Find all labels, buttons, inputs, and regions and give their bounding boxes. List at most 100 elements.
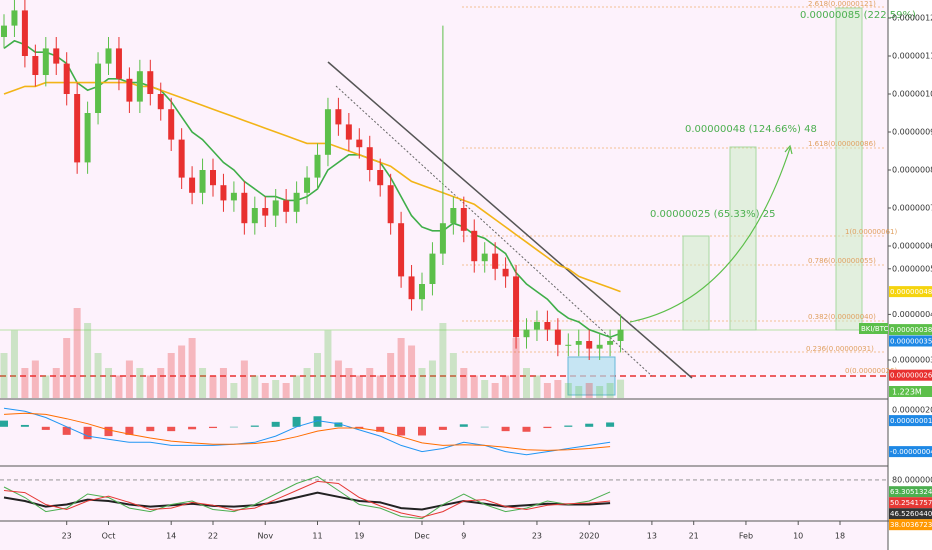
- volume-bar: [84, 323, 92, 398]
- volume-bar: [533, 375, 541, 398]
- x-tick-label: 10: [793, 532, 803, 541]
- candle-body: [345, 124, 352, 140]
- x-tick-label: Oct: [102, 532, 116, 541]
- price-tag: [889, 415, 932, 427]
- volume-bar: [282, 383, 290, 398]
- candle-body: [115, 48, 122, 79]
- fib-label: 0.236(0.00000031): [806, 345, 874, 353]
- candle-body: [398, 223, 405, 277]
- volume-bar: [408, 345, 416, 398]
- fib-label: 1(0.00000061): [845, 228, 897, 236]
- candle-body: [335, 109, 342, 125]
- histogram-bar: [397, 426, 406, 436]
- volume-bar: [251, 375, 259, 398]
- price-tag: [889, 486, 932, 498]
- price-tag-label: 0.00000001: [890, 417, 932, 425]
- histogram-bar: [376, 426, 385, 432]
- volume-bar: [449, 353, 457, 398]
- x-tick-label: 9: [461, 532, 466, 541]
- candle-body: [366, 147, 373, 171]
- volume-bar: [21, 368, 29, 398]
- volume-label: 1.223M: [892, 388, 922, 397]
- volume-bar: [94, 353, 102, 398]
- candle-body: [126, 78, 133, 102]
- volume-bar: [564, 383, 572, 398]
- candle-body: [450, 208, 457, 224]
- candle-body: [533, 322, 540, 330]
- volume-bar: [491, 383, 499, 398]
- candle-body: [575, 341, 582, 345]
- price-tag-label: 63.30513241: [890, 488, 932, 496]
- candle-body: [439, 223, 446, 254]
- x-tick-label: Nov: [257, 532, 273, 541]
- candle-body: [11, 10, 18, 26]
- annotation: 0.00000025 (65.33%) 25: [650, 209, 775, 220]
- candle-body: [1, 25, 7, 38]
- oscillator-line: [3, 491, 611, 511]
- price-tag-label: -0.00000004: [890, 448, 932, 456]
- candle-body: [460, 208, 467, 231]
- volume-bar: [261, 383, 269, 398]
- histogram-bar: [146, 426, 155, 432]
- y-tick-label: 0.00000120: [892, 14, 932, 23]
- volume-bar: [387, 353, 395, 398]
- candle-body: [168, 109, 175, 140]
- fib-label: 1.618(0.00000086): [808, 140, 876, 148]
- price-tag-label: 0.00000026: [890, 372, 932, 380]
- target-box: [682, 235, 710, 331]
- volume-bar: [10, 330, 18, 398]
- candle-body: [492, 253, 499, 269]
- symbol: BKI/BTC: [861, 325, 888, 333]
- candle-body: [157, 94, 164, 110]
- candle-body: [513, 276, 520, 338]
- volume-bar: [240, 360, 248, 398]
- x-tick-label: 2020: [579, 532, 599, 541]
- candle-body: [178, 139, 185, 178]
- candle-body: [189, 177, 196, 193]
- fib-levels: [462, 6, 886, 353]
- volume-bar: [293, 375, 301, 398]
- volume-bar: [617, 379, 625, 398]
- candle-body: [293, 192, 300, 212]
- histogram-bar: [418, 426, 426, 436]
- accumulation-box: [567, 356, 616, 396]
- candle-body: [241, 192, 248, 224]
- volume-bar: [460, 368, 468, 398]
- fib-label: 0.382(0.00000040): [808, 313, 876, 321]
- candle-body: [565, 344, 572, 346]
- y-tick-label: 80.00000000: [892, 475, 932, 484]
- volume-bar: [376, 375, 384, 398]
- histogram-bar: [209, 426, 217, 429]
- volume-bar: [157, 368, 165, 398]
- candle-body: [304, 177, 311, 193]
- histogram-bar: [585, 423, 594, 427]
- moving-average: [3, 81, 621, 293]
- histogram-bar: [20, 424, 29, 427]
- target-box: [835, 7, 863, 331]
- volume-bar: [470, 375, 478, 398]
- x-tick-label: 13: [647, 532, 657, 541]
- volume-bar: [355, 375, 363, 398]
- histogram-bar: [83, 426, 92, 440]
- trendline-dotted: [335, 85, 653, 377]
- volume-bar: [314, 353, 321, 398]
- candle-body: [272, 200, 279, 216]
- histogram-bar: [480, 426, 489, 428]
- candle-body: [283, 200, 290, 212]
- fib-label: 0(0.00000026): [845, 367, 897, 375]
- volume-bar: [136, 368, 144, 398]
- price-tag-label: 0.00000048: [890, 288, 932, 296]
- candle-body: [554, 329, 561, 345]
- projection-arc: [629, 147, 791, 323]
- volume-bar: [52, 368, 60, 398]
- volume-bar: [167, 353, 175, 398]
- candle-body: [617, 329, 624, 342]
- volume-bar: [502, 375, 510, 398]
- candle-body: [199, 170, 206, 193]
- candle-body: [408, 276, 415, 300]
- histogram-bar: [271, 421, 280, 427]
- candle-body: [419, 284, 425, 300]
- candle-body: [324, 109, 331, 155]
- volume-bar: [115, 375, 123, 398]
